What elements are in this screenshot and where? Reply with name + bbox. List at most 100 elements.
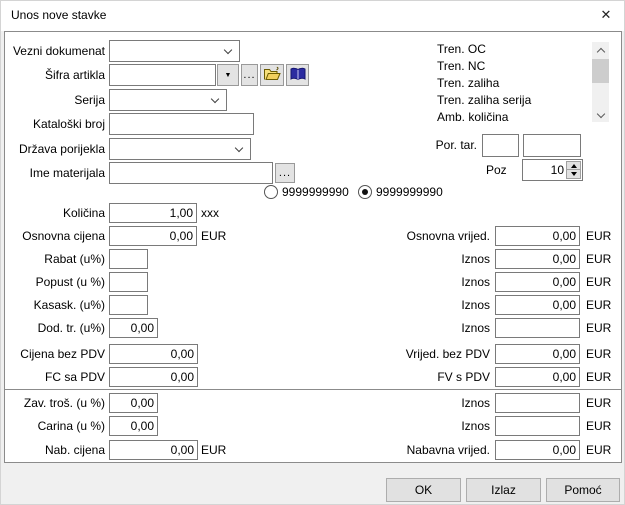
fv-s-pdv-suffix: EUR [586, 370, 612, 384]
chevron-down-icon [210, 94, 220, 104]
zav-tros-label: Zav. troš. (u %) [23, 396, 105, 410]
drzava-porijekla-select[interactable] [109, 138, 251, 160]
nab-cijena-suffix: EUR [201, 443, 227, 457]
row-osnovna-vrijed: Osnovna vrijed. 0,00 EUR [5, 226, 621, 248]
ime-materijala-browse-button[interactable]: ... [275, 163, 295, 183]
nab-cijena-input[interactable]: 0,00 [109, 440, 198, 460]
vrijed-bez-pdv-suffix: EUR [586, 347, 612, 361]
catalog-book-button[interactable] [286, 64, 309, 86]
iznos-suffix: EUR [586, 252, 612, 266]
iznos-2-input[interactable]: 0,00 [495, 272, 580, 292]
iznos-suffix: EUR [586, 396, 612, 410]
radio-9999999990-right[interactable] [358, 185, 372, 199]
sifra-artikla-dropdown-button[interactable]: ▼ [217, 64, 239, 86]
poz-spin-buttons [566, 161, 581, 179]
por-tar-input-1[interactable] [482, 134, 519, 157]
iznos-1-input[interactable]: 0,00 [495, 249, 580, 269]
chevron-down-icon [234, 143, 244, 153]
iznos-6-input[interactable] [495, 416, 580, 436]
row-iznos-6: Iznos EUR [5, 416, 621, 438]
fv-s-pdv-input[interactable]: 0,00 [495, 367, 580, 387]
fc-sa-pdv-input[interactable]: 0,00 [109, 367, 198, 387]
stock-info-item: Tren. OC [437, 42, 486, 56]
osnovna-cijena-suffix: EUR [201, 229, 227, 243]
iznos-label: Iznos [461, 252, 490, 266]
stock-info-item: Amb. količina [437, 110, 509, 124]
vezni-dokumenat-select[interactable] [109, 40, 240, 62]
serija-select[interactable] [109, 89, 227, 111]
row-drzava-porijekla: Država porijekla [5, 138, 621, 160]
ok-button[interactable]: OK [386, 478, 461, 502]
spin-down-button[interactable] [566, 170, 581, 179]
carina-input[interactable]: 0,00 [109, 416, 158, 436]
scrollbar-thumb[interactable] [592, 59, 609, 83]
ime-materijala-input[interactable] [109, 162, 273, 184]
row-iznos-3: Iznos 0,00 EUR [5, 295, 621, 317]
ellipsis-icon: ... [243, 69, 256, 81]
iznos-5-input[interactable] [495, 393, 580, 413]
iznos-4-input[interactable] [495, 318, 580, 338]
section-divider [5, 389, 621, 390]
rabat-label: Rabat (u%) [44, 252, 105, 266]
stock-info-scrollbar[interactable] [592, 42, 609, 122]
popust-label: Popust (u %) [35, 275, 105, 289]
row-popust: Popust (u %) [5, 272, 621, 294]
sifra-artikla-input[interactable] [109, 64, 216, 86]
carina-label: Carina (u %) [37, 419, 105, 433]
vrijed-bez-pdv-input[interactable]: 0,00 [495, 344, 580, 364]
row-serija: Serija [5, 89, 621, 111]
rabat-input[interactable] [109, 249, 148, 269]
por-tar-input-2[interactable] [523, 134, 581, 157]
kolicina-label: Količina [62, 206, 105, 220]
osnovna-vrijed-input[interactable]: 0,00 [495, 226, 580, 246]
kasask-label: Kasask. (u%) [33, 298, 105, 312]
zav-tros-input[interactable]: 0,00 [109, 393, 158, 413]
nabavna-vrijed-input[interactable]: 0,00 [495, 440, 580, 460]
chevron-down-icon [596, 109, 605, 118]
spin-up-button[interactable] [566, 161, 581, 170]
kolicina-input[interactable]: 1,00 [109, 203, 197, 223]
book-icon [289, 67, 307, 84]
pomoc-button[interactable]: Pomoć [546, 478, 620, 502]
fv-s-pdv-label: FV s PDV [437, 370, 490, 384]
osnovna-cijena-input[interactable]: 0,00 [109, 226, 197, 246]
row-iznos-1: Iznos 0,00 EUR [5, 249, 621, 271]
iznos-label: Iznos [461, 321, 490, 335]
scroll-up-button[interactable] [592, 42, 609, 57]
row-ime-materijala: Ime materijala ... [5, 162, 621, 184]
iznos-suffix: EUR [586, 298, 612, 312]
radio-label: 9999999990 [282, 185, 349, 199]
radio-label: 9999999990 [376, 185, 443, 199]
kataloski-broj-input[interactable] [109, 113, 254, 135]
kasask-input[interactable] [109, 295, 148, 315]
cijena-bez-pdv-input[interactable]: 0,00 [109, 344, 198, 364]
close-icon[interactable]: ✕ [600, 7, 612, 22]
open-folder-button[interactable] [260, 64, 284, 86]
triangle-down-icon [570, 172, 577, 176]
iznos-suffix: EUR [586, 321, 612, 335]
window-title: Unos nove stavke [11, 8, 107, 22]
dropdown-arrow-icon: ▼ [224, 71, 232, 79]
iznos-label: Iznos [461, 419, 490, 433]
dod-tr-input[interactable]: 0,00 [109, 318, 158, 338]
row-iznos-4: Iznos EUR [5, 318, 621, 340]
iznos-label: Iznos [461, 275, 490, 289]
stock-info-item: Tren. zaliha [437, 76, 500, 90]
iznos-suffix: EUR [586, 419, 612, 433]
scroll-down-button[interactable] [592, 107, 609, 122]
chevron-up-icon [596, 47, 605, 56]
row-rabat: Rabat (u%) [5, 249, 621, 271]
sifra-artikla-label: Šifra artikla [44, 68, 105, 82]
iznos-3-input[interactable]: 0,00 [495, 295, 580, 315]
chevron-down-icon [223, 45, 233, 55]
sifra-artikla-browse-button[interactable]: ... [241, 64, 258, 86]
triangle-up-icon [570, 163, 577, 168]
por-tar-label: Por. tar. [435, 138, 477, 152]
kolicina-suffix: xxx [201, 206, 219, 220]
radio-9999999990-left[interactable] [264, 185, 278, 199]
popust-input[interactable] [109, 272, 148, 292]
poz-stepper[interactable]: 10 [522, 159, 583, 181]
row-nab-cijena: Nab. cijena 0,00 EUR [5, 440, 621, 462]
izlaz-button[interactable]: Izlaz [466, 478, 541, 502]
iznos-suffix: EUR [586, 275, 612, 289]
